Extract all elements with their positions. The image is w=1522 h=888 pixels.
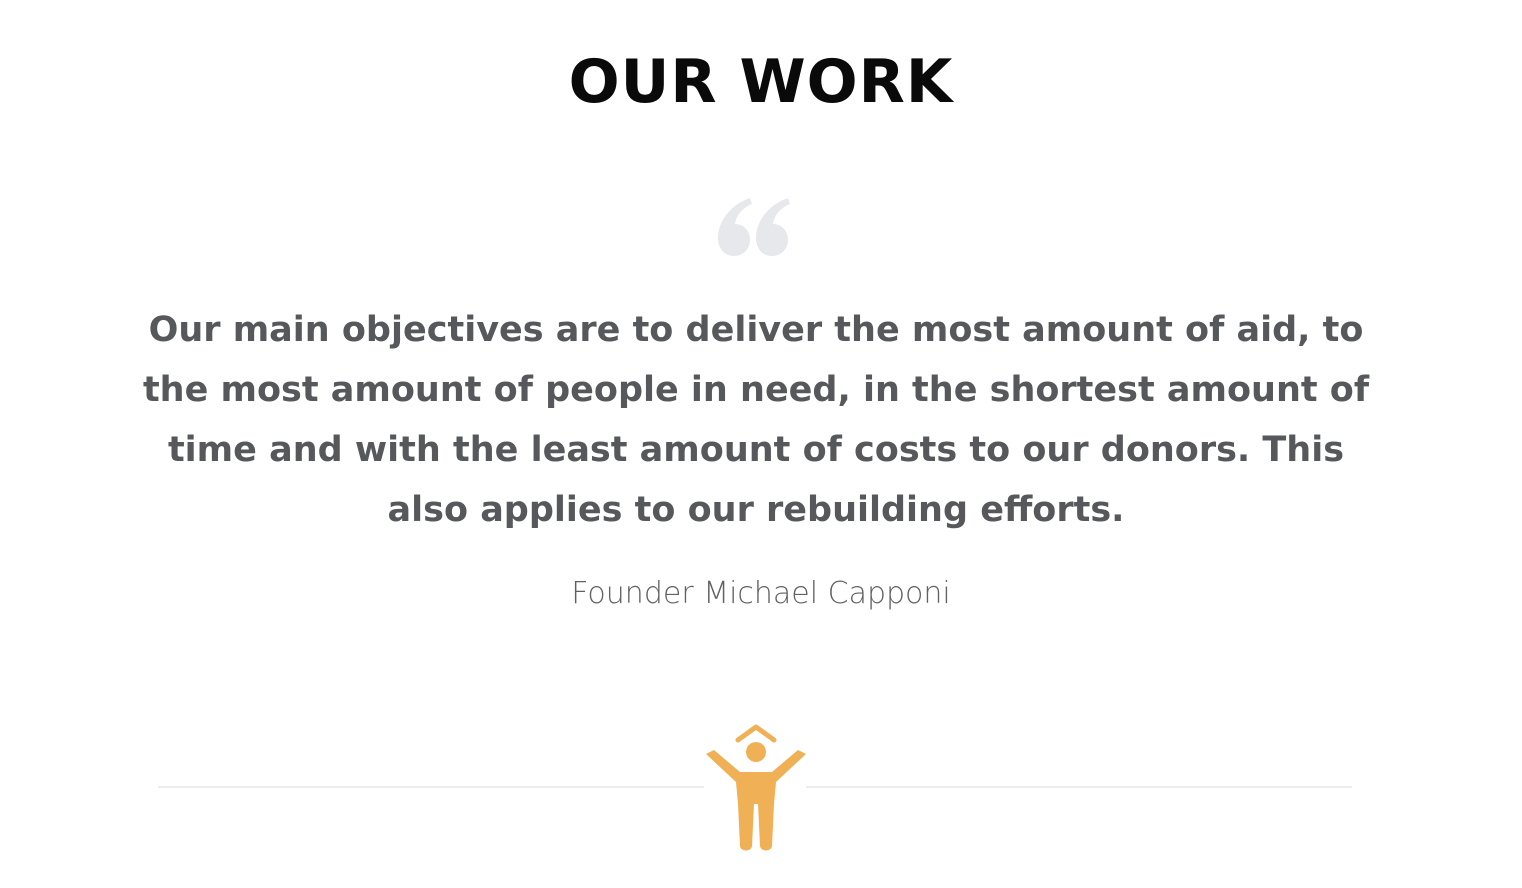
mission-quote: Our main objectives are to deliver the m… <box>142 310 1370 530</box>
section-title: OUR WORK <box>568 47 954 117</box>
divider-right <box>806 786 1352 788</box>
quote-open-icon <box>716 192 796 258</box>
person-raising-arms-house-icon <box>700 720 812 856</box>
quote-author: Founder Michael Capponi <box>571 576 951 611</box>
divider-left <box>158 786 704 788</box>
